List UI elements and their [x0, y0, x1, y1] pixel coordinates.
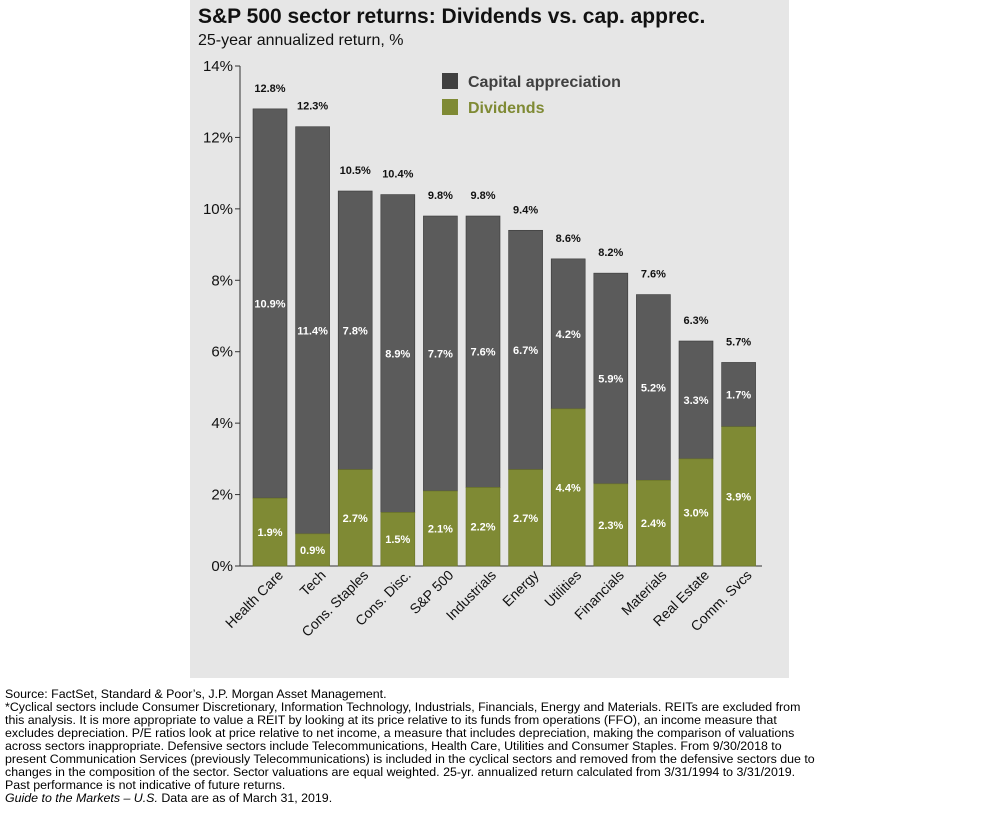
chart-subtitle: 25-year annualized return, %	[198, 32, 404, 49]
total-label: 5.7%	[726, 336, 751, 348]
total-label: 9.8%	[470, 190, 495, 202]
legend-swatch	[442, 73, 458, 89]
bar-capital-appreciation	[721, 362, 756, 428]
dividends-label: 2.3%	[598, 520, 623, 532]
bar-dividends	[593, 483, 629, 567]
y-tick-label: 12%	[203, 129, 233, 146]
capital-appreciation-label: 6.7%	[513, 345, 538, 357]
total-label: 6.3%	[683, 315, 708, 327]
capital-appreciation-label: 7.7%	[428, 349, 453, 361]
bar-capital-appreciation	[465, 215, 501, 488]
capital-appreciation-label: 3.3%	[683, 395, 708, 407]
total-label: 8.6%	[556, 233, 581, 245]
guide-title: Guide to the Markets – U.S.	[5, 791, 158, 805]
bar-dividends	[550, 408, 586, 567]
capital-appreciation-label: 10.9%	[254, 299, 285, 311]
footnote-line: across sectors inappropriate. Defensive …	[5, 739, 782, 753]
bar-dividends	[678, 458, 714, 567]
chart-title: S&P 500 sector returns: Dividends vs. ca…	[198, 5, 706, 28]
y-axis: 0% 2% 4% 6% 8% 10% 12% 14%	[203, 58, 762, 575]
bar-dividends	[295, 533, 330, 567]
total-label: 9.8%	[428, 190, 453, 202]
dividends-label: 2.7%	[513, 513, 538, 525]
legend: Capital appreciation Dividends	[442, 73, 621, 117]
bar-capital-appreciation	[593, 272, 629, 485]
dividends-label: 2.2%	[470, 522, 495, 534]
footnote-line: changes in the composition of the sector…	[5, 765, 796, 779]
total-label: 10.5%	[340, 165, 371, 177]
bars: 12.8% 10.9% 1.9% Health Care 12.3% 11.4% 0.9% T…	[222, 83, 756, 640]
footnote-line: excludes depreciation. P/E ratios look a…	[5, 726, 795, 740]
total-label: 12.3%	[297, 101, 328, 113]
source-note: Source: FactSet, Standard & Poor’s, J.P.…	[5, 687, 387, 701]
x-tick-label: Energy	[499, 567, 542, 610]
dividends-label: 0.9%	[300, 545, 325, 557]
y-tick-label: 0%	[211, 558, 233, 575]
legend-swatch	[442, 99, 458, 115]
capital-appreciation-label: 11.4%	[297, 325, 328, 337]
legend-label: Capital appreciation	[468, 74, 621, 91]
dividends-label: 2.4%	[641, 518, 666, 530]
total-label: 12.8%	[254, 83, 285, 95]
bar-capital-appreciation	[550, 258, 586, 410]
total-label: 8.2%	[598, 247, 623, 259]
capital-appreciation-label: 5.2%	[641, 382, 666, 394]
footnote-line: *Cyclical sectors include Consumer Discr…	[5, 700, 801, 714]
y-tick-label: 4%	[211, 415, 233, 432]
bar-capital-appreciation	[678, 340, 714, 460]
bar-dividends	[465, 487, 501, 567]
footnote-line: Past performance is not indicative of fu…	[5, 778, 286, 792]
bar-capital-appreciation	[295, 126, 330, 535]
total-label: 10.4%	[382, 169, 413, 181]
bar-capital-appreciation	[337, 190, 373, 470]
total-label: 9.4%	[513, 204, 538, 216]
footnotes: Source: FactSet, Standard & Poor’s, J.P.…	[5, 688, 980, 805]
dividends-label: 3.0%	[683, 507, 708, 519]
bar-dividends	[380, 512, 416, 567]
bar-capital-appreciation	[252, 108, 288, 499]
bar-dividends	[423, 490, 458, 567]
bar-dividends	[337, 469, 373, 567]
y-tick-label: 2%	[211, 487, 233, 504]
footnote-line: present Communication Services (previous…	[5, 752, 815, 766]
dividends-label: 2.7%	[343, 513, 368, 525]
bar-capital-appreciation	[508, 229, 543, 470]
stacked-bar-chart: 0% 2% 4% 6% 8% 10% 12% 14% 12.8% 10.9% 1.9% Health…	[203, 58, 762, 640]
dividends-label: 4.4%	[556, 482, 581, 494]
capital-appreciation-label: 1.7%	[726, 390, 751, 402]
bar-dividends	[721, 426, 756, 567]
y-tick-label: 6%	[211, 344, 233, 361]
capital-appreciation-label: 7.6%	[470, 347, 495, 359]
y-tick-label: 14%	[203, 58, 233, 75]
x-tick-label: Tech	[296, 567, 328, 599]
dividends-label: 1.5%	[385, 534, 410, 546]
bar-dividends	[636, 479, 671, 567]
bar-capital-appreciation	[636, 294, 671, 481]
capital-appreciation-label: 8.9%	[385, 349, 410, 361]
dividends-label: 2.1%	[428, 524, 453, 536]
dividends-label: 1.9%	[257, 527, 282, 539]
dividends-label: 3.9%	[726, 491, 751, 503]
capital-appreciation-label: 7.8%	[343, 325, 368, 337]
bar-capital-appreciation	[380, 194, 416, 513]
legend-label: Dividends	[468, 100, 545, 117]
data-as-of: Data are as of March 31, 2019.	[157, 791, 333, 805]
x-tick-label: Health Care	[222, 567, 286, 631]
y-tick-label: 8%	[211, 272, 233, 289]
total-label: 7.6%	[641, 269, 666, 281]
bar-dividends	[508, 469, 543, 567]
y-tick-label: 10%	[203, 201, 233, 218]
data-date-note: Guide to the Markets – U.S. Data are as …	[5, 792, 980, 805]
footnote-line: this analysis. It is more appropriate to…	[5, 713, 777, 727]
capital-appreciation-label: 4.2%	[556, 329, 581, 341]
capital-appreciation-label: 5.9%	[598, 374, 623, 386]
bar-dividends	[252, 497, 288, 567]
